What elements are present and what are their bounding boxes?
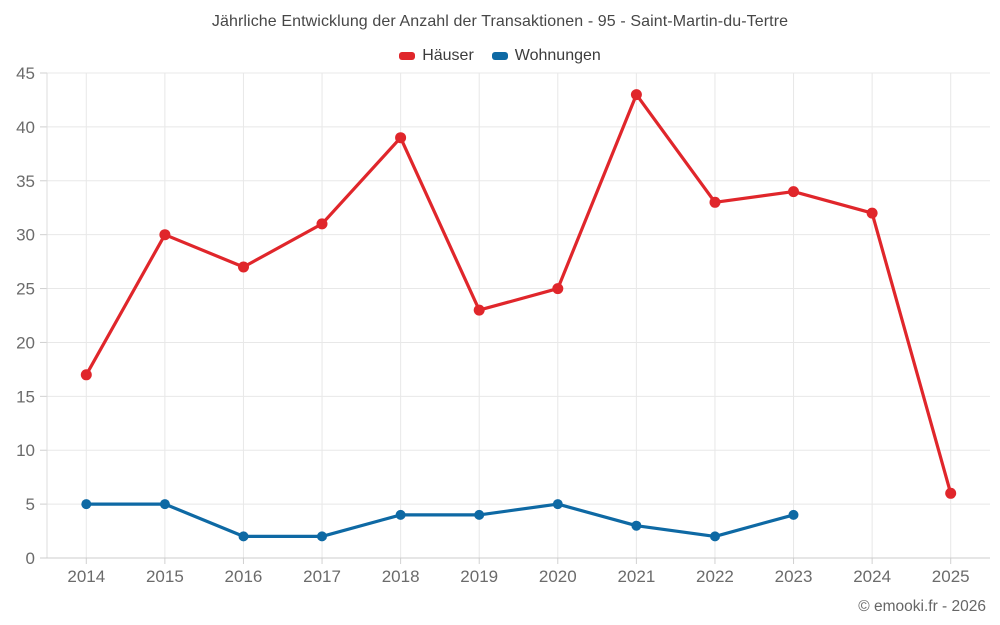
point-2018[interactable] [395, 132, 407, 144]
y-axis-label-10: 10 [16, 441, 35, 460]
y-gridlines [40, 72, 990, 559]
credit-link[interactable]: © emooki.fr - 2026 [858, 598, 986, 615]
point-2016[interactable] [238, 261, 249, 273]
point-2019[interactable] [473, 304, 485, 316]
point-2014[interactable] [80, 369, 92, 381]
point-2025[interactable] [945, 487, 957, 499]
series-wohnungen [81, 499, 799, 542]
y-axis-label-45: 45 [16, 64, 35, 83]
point-2022[interactable] [710, 531, 720, 542]
x-axis-label-2015: 2015 [146, 567, 184, 586]
x-axis-label-2019: 2019 [460, 567, 498, 586]
y-axis-label-15: 15 [16, 387, 35, 406]
y-axis-label-0: 0 [26, 549, 35, 568]
x-axis-label-2025: 2025 [932, 567, 970, 586]
legend: Häuser Wohnungen [0, 47, 1000, 65]
point-2024[interactable] [866, 207, 878, 219]
legend-swatch-haeuser-icon [399, 52, 416, 60]
series-line [84, 502, 796, 538]
x-axis-label-2024: 2024 [853, 567, 891, 586]
x-axis-label-2016: 2016 [225, 567, 263, 586]
x-axis-label-2021: 2021 [617, 567, 655, 586]
y-axis-label-20: 20 [16, 333, 35, 352]
y-axis-label-35: 35 [16, 172, 35, 191]
x-axis-label-2014: 2014 [67, 567, 105, 586]
legend-item-haeuser[interactable]: Häuser [399, 47, 474, 65]
point-2020[interactable] [552, 283, 564, 295]
point-2016[interactable] [238, 531, 249, 542]
point-2022[interactable] [709, 196, 721, 208]
series-haeuser [80, 89, 957, 499]
point-2018[interactable] [395, 509, 406, 520]
chart-title: Jährliche Entwicklung der Anzahl der Tra… [211, 13, 789, 30]
legend-swatch-wohnungen-icon [491, 52, 508, 60]
point-2017[interactable] [317, 531, 327, 542]
x-axis-labels: 2014 2015 2016 2017 2018 2019 2020 2021 2022 2023… [67, 567, 969, 586]
series-line [84, 93, 953, 495]
legend-item-wohnungen[interactable]: Wohnungen [491, 47, 601, 65]
point-2021[interactable] [630, 89, 642, 101]
y-axis-label-5: 5 [26, 495, 35, 514]
y-axis-label-40: 40 [16, 118, 35, 137]
y-axis-label-30: 30 [16, 226, 35, 245]
legend-label-wohnungen: Wohnungen [514, 47, 601, 64]
y-axis-label-25: 25 [16, 280, 35, 299]
point-2019[interactable] [474, 509, 485, 520]
point-2015[interactable] [159, 229, 171, 241]
legend-label-haeuser: Häuser [422, 47, 474, 64]
x-axis-label-2020: 2020 [539, 567, 577, 586]
point-2023[interactable] [788, 509, 799, 520]
y-axis-labels: 0 5 10 15 20 25 30 35 40 45 [16, 64, 35, 568]
x-gridlines [85, 73, 952, 564]
point-2014[interactable] [81, 499, 92, 510]
x-axis-label-2022: 2022 [696, 567, 734, 586]
x-axis-label-2017: 2017 [303, 567, 341, 586]
point-2017[interactable] [316, 218, 328, 230]
x-axis-label-2023: 2023 [775, 567, 813, 586]
point-2015[interactable] [159, 499, 170, 510]
point-2020[interactable] [552, 499, 563, 510]
point-2023[interactable] [788, 186, 799, 198]
x-axis-label-2018: 2018 [382, 567, 420, 586]
point-2021[interactable] [631, 520, 642, 531]
